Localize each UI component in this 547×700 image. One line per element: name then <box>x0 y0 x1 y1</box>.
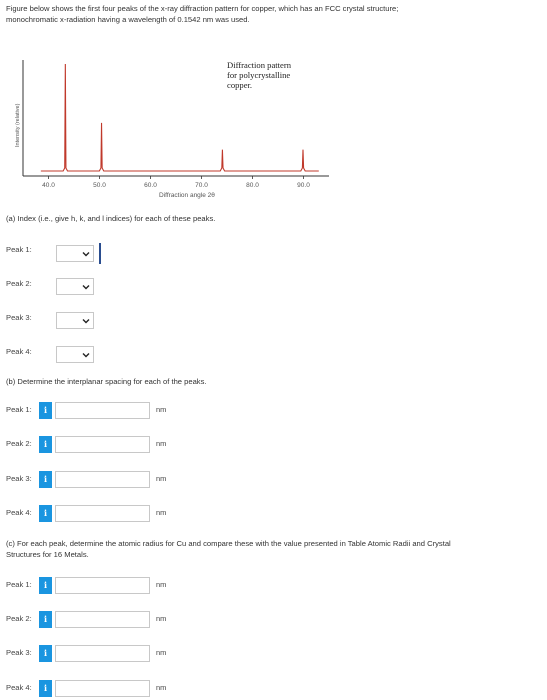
part-a-peak-1-select[interactable] <box>56 245 94 262</box>
x-tick-label: 50.0 <box>93 182 106 189</box>
part-b-peak-2-input[interactable] <box>55 436 150 453</box>
x-tick-label: 80.0 <box>246 182 259 189</box>
part-c-peak-4-input[interactable] <box>55 680 150 697</box>
part-b-prompt: (b) Determine the interplanar spacing fo… <box>6 377 207 386</box>
diffraction-chart: Intensity (relative) 40.0 50.0 60.0 70.0 80.… <box>15 60 329 199</box>
part-b-peak-1-unit: nm <box>156 405 167 414</box>
part-c-peak-1-unit: nm <box>156 580 167 589</box>
part-b-peak-2-label: Peak 2: <box>6 439 32 448</box>
annotation-line-2: for polycrystalline <box>227 70 290 80</box>
info-icon[interactable]: i <box>39 402 52 419</box>
part-c-prompt-line-1: (c) For each peak, determine the atomic … <box>6 539 451 548</box>
intro-line-2: monochromatic x-radiation having a wavel… <box>6 15 250 24</box>
info-icon[interactable]: i <box>39 471 52 488</box>
part-a-peak-2-label: Peak 2: <box>6 279 32 288</box>
x-tick-label: 90.0 <box>297 182 310 189</box>
chart-ylabel: Intensity (relative) <box>15 103 21 147</box>
x-tick-label: 60.0 <box>144 182 157 189</box>
part-b-peak-4-input[interactable] <box>55 505 150 522</box>
part-c-peak-3-unit: nm <box>156 648 167 657</box>
problem-intro: Figure below shows the first four peaks … <box>6 3 541 25</box>
part-b-peak-3-label: Peak 3: <box>6 474 32 483</box>
part-c-prompt: (c) For each peak, determine the atomic … <box>6 538 546 560</box>
part-a-peak-3-label: Peak 3: <box>6 313 32 322</box>
x-tick-label: 70.0 <box>195 182 208 189</box>
chart-annotation: Diffraction pattern for polycrystalline … <box>227 60 292 90</box>
text-cursor <box>99 243 101 264</box>
part-a-peak-4-select[interactable] <box>56 346 94 363</box>
diffraction-trace <box>40 63 319 172</box>
part-a-peak-4-label: Peak 4: <box>6 347 32 356</box>
info-icon[interactable]: i <box>39 645 52 662</box>
part-c-prompt-line-2: Structures for 16 Metals. <box>6 550 89 559</box>
info-icon[interactable]: i <box>39 577 52 594</box>
part-c-peak-2-label: Peak 2: <box>6 614 32 623</box>
part-b-peak-2-unit: nm <box>156 439 167 448</box>
part-b-peak-4-unit: nm <box>156 508 167 517</box>
part-c-peak-4-label: Peak 4: <box>6 683 32 692</box>
part-c-peak-4-unit: nm <box>156 683 167 692</box>
x-ticks: 40.0 50.0 60.0 70.0 80.0 90.0 <box>42 176 310 189</box>
part-c-peak-2-unit: nm <box>156 614 167 623</box>
part-c-peak-3-label: Peak 3: <box>6 648 32 657</box>
part-c-peak-1-label: Peak 1: <box>6 580 32 589</box>
info-icon[interactable]: i <box>39 436 52 453</box>
x-tick-label: 40.0 <box>42 182 55 189</box>
part-a-peak-3-select[interactable] <box>56 312 94 329</box>
chevron-down-icon <box>82 319 90 324</box>
part-b-peak-1-input[interactable] <box>55 402 150 419</box>
chevron-down-icon <box>82 252 90 257</box>
info-icon[interactable]: i <box>39 611 52 628</box>
info-icon[interactable]: i <box>39 505 52 522</box>
part-b-peak-4-label: Peak 4: <box>6 508 32 517</box>
info-icon[interactable]: i <box>39 680 52 697</box>
part-c-peak-3-input[interactable] <box>55 645 150 662</box>
part-b-peak-1-label: Peak 1: <box>6 405 32 414</box>
part-b-peak-3-unit: nm <box>156 474 167 483</box>
part-a-peak-1-label: Peak 1: <box>6 245 32 254</box>
chevron-down-icon <box>82 285 90 290</box>
part-c-peak-2-input[interactable] <box>55 611 150 628</box>
chevron-down-icon <box>82 353 90 358</box>
intro-line-1: Figure below shows the first four peaks … <box>6 4 399 13</box>
chart-xlabel: Diffraction angle 2θ <box>159 192 215 199</box>
part-c-peak-1-input[interactable] <box>55 577 150 594</box>
part-a-peak-2-select[interactable] <box>56 278 94 295</box>
part-b-peak-3-input[interactable] <box>55 471 150 488</box>
part-a-prompt: (a) Index (i.e., give h, k, and l indice… <box>6 214 216 223</box>
annotation-line-1: Diffraction pattern <box>227 60 292 70</box>
annotation-line-3: copper. <box>227 80 252 90</box>
